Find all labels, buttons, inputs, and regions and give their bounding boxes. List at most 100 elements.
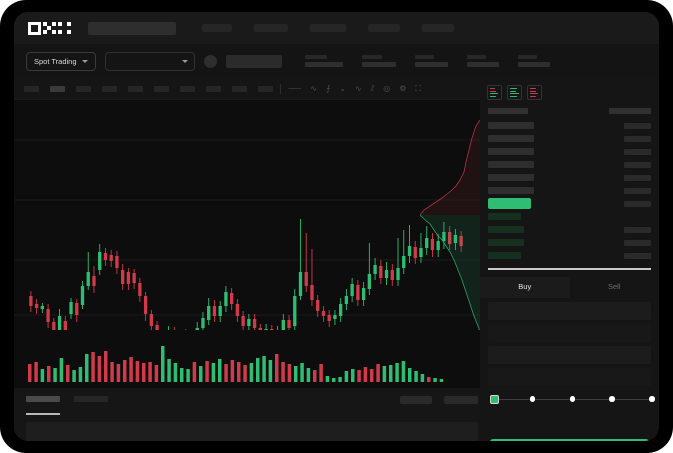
search-input[interactable] [88,22,176,35]
amount-percent-slider[interactable] [490,395,649,405]
timeframe-list [24,86,273,92]
slider-stop-100[interactable] [649,396,655,402]
tab-buy[interactable]: Buy [480,277,570,298]
stat-change-label [305,55,327,59]
timeframe-button-4[interactable] [102,86,117,92]
orderbook-row[interactable] [480,158,659,171]
candlestick-icon[interactable]: ⸺ [288,85,301,93]
slider-stop-25[interactable] [530,396,536,402]
orderbook-header-amount [609,108,651,114]
orderbook-amount-cell [624,175,651,181]
nav-item-3[interactable] [310,24,346,32]
orderbook-amount-cell [624,240,651,246]
mode-bar [490,93,498,94]
slider-stop-75[interactable] [609,396,615,402]
stat-volume-base-value [467,62,499,67]
orderbook-price-cell [488,239,524,246]
orderbook-amount-cell [624,253,651,259]
orderbook-row[interactable] [480,236,659,249]
orderbook-row[interactable] [480,197,659,210]
orderbook-amount-cell [624,162,651,168]
submit-order-button[interactable] [490,439,649,441]
nav-item-1[interactable] [202,24,232,32]
orderbook-price-cell [488,161,534,168]
orderbook-row[interactable] [480,184,659,197]
timeframe-button-2[interactable] [50,86,65,92]
timeframe-button-6[interactable] [154,86,169,92]
magnet-icon[interactable]: ⫽ [371,85,375,93]
timeframe-button-9[interactable] [232,86,247,92]
stat-volume-base-label [467,55,486,59]
settings-icon[interactable]: ⚙ [399,85,406,93]
orderbook-price-cell [488,174,534,181]
coin-avatar [204,55,217,68]
indicators-icon[interactable]: ∿ [310,85,317,93]
price-field[interactable] [488,324,651,342]
nav-item-5[interactable] [422,24,454,32]
stat-high-value [362,62,396,67]
bottom-action-2[interactable] [444,396,478,404]
mode-bar [530,88,536,89]
stat-high [362,55,396,67]
order-type-field[interactable] [488,302,651,320]
orderbook-price-cell [488,226,524,233]
orderbook-mode-switcher [480,78,659,106]
timeframe-button-7[interactable] [180,86,195,92]
orderbook-panel: Buy Sell [480,78,659,441]
orders-content-area [26,422,478,441]
slider-stop-50[interactable] [570,396,576,402]
tab-open-orders[interactable] [26,396,60,402]
fullscreen-icon[interactable]: ⛶ [415,85,421,93]
chevron-down-icon[interactable]: ⌄ [339,85,346,93]
mode-bar [490,88,495,89]
orderbook-row[interactable] [480,210,659,223]
orderbook-row[interactable] [480,171,659,184]
trading-mode-dropdown[interactable]: Spot Trading [26,52,96,71]
mode-bar [490,96,496,97]
timeframe-button-1[interactable] [24,86,39,92]
orderbook-amount-cell [624,188,651,194]
total-field[interactable] [488,368,651,386]
nav-item-2[interactable] [254,24,288,32]
active-tab-underline [26,413,60,415]
tab-order-history[interactable] [74,396,108,402]
orderbook-mode-bids[interactable] [507,85,522,100]
orders-panel [14,388,494,441]
orderbook-price-cell [488,213,521,220]
tab-sell[interactable]: Sell [570,277,660,298]
orderbook-mode-asks[interactable] [527,85,542,100]
orderbook-mode-both[interactable] [487,85,502,100]
orderbook-row[interactable] [480,145,659,158]
compare-icon[interactable]: ⨍ [326,85,330,93]
market-pair-dropdown[interactable] [105,52,195,71]
orderbook-row[interactable] [480,119,659,132]
tablet-device-frame: Spot Trading ⸺ ∿ ⨍ ⌄ ∿ ⫽ ◎ ⚙ ⛶ [0,0,673,453]
timeframe-button-3[interactable] [76,86,91,92]
orderbook-row[interactable] [480,223,659,236]
bottom-action-1[interactable] [400,396,432,404]
volume-histogram [14,330,480,388]
top-navigation-bar [14,12,659,44]
okx-logo[interactable] [28,22,71,35]
orderbook-price-cell [488,148,534,155]
logo-glyph-x [58,22,71,35]
toolbar-divider [280,84,281,94]
nav-item-4[interactable] [368,24,400,32]
candlestick-chart[interactable] [14,100,480,330]
timeframe-button-5[interactable] [128,86,143,92]
orderbook-row[interactable] [480,132,659,145]
amount-field[interactable] [488,346,651,364]
timeframe-button-10[interactable] [258,86,273,92]
stat-low-value [415,62,448,67]
timeframe-button-8[interactable] [206,86,221,92]
line-chart-icon[interactable]: ∿ [355,85,362,93]
stat-volume-quote-label [518,55,537,59]
orderbook-row[interactable] [480,249,659,262]
orderbook-amount-cell [624,136,651,142]
mode-bar [510,91,516,92]
orderbook-amount-cell [624,123,651,129]
volume-histogram-canvas [14,330,480,388]
orderbook-amount-cell [624,201,651,207]
camera-icon[interactable]: ◎ [383,85,390,93]
slider-handle[interactable] [490,395,499,404]
